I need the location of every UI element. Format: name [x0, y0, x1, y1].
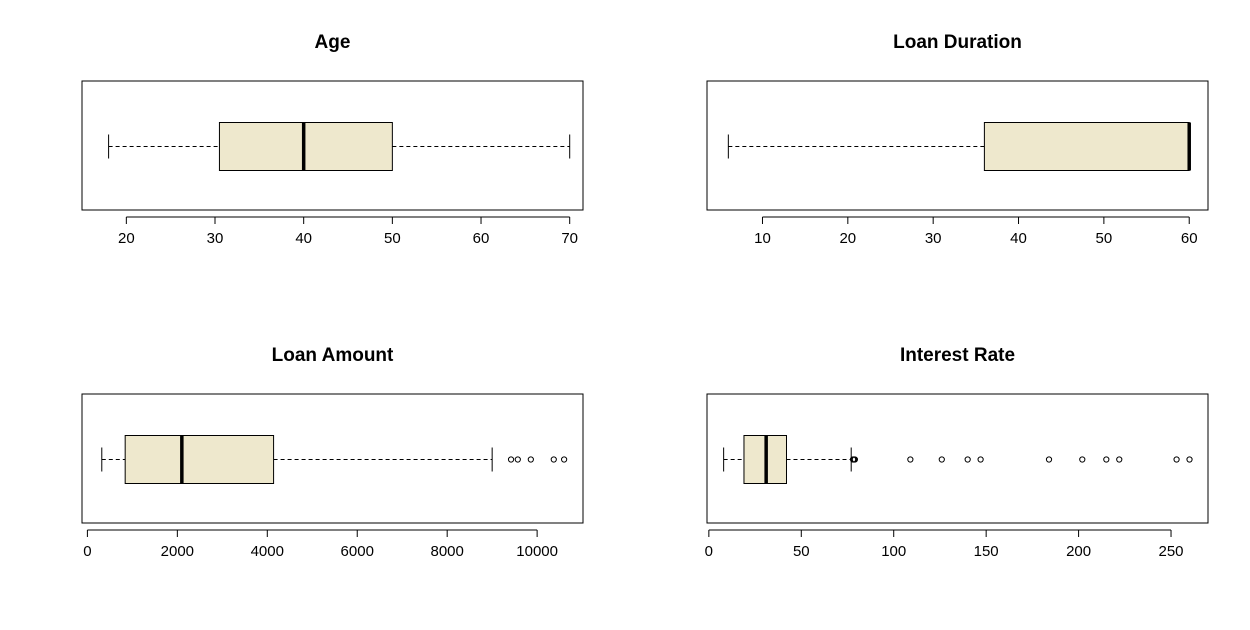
x-tick-label: 20 [839, 230, 856, 247]
outlier-point [1186, 456, 1193, 463]
x-tick-label: 10000 [516, 543, 558, 560]
outlier-point [1173, 456, 1180, 463]
outlier-point [907, 456, 914, 463]
iqr-box [218, 122, 393, 171]
outlier-point [561, 456, 568, 463]
x-tick-label: 60 [1181, 230, 1198, 247]
outlier-point [1079, 456, 1086, 463]
x-tick-label: 30 [207, 230, 224, 247]
outlier-point [1103, 456, 1110, 463]
panel-title: Interest Rate [900, 345, 1015, 366]
panel-0: Age 20 30 40 50 60 70 [81, 32, 584, 247]
x-tick-label: 70 [561, 230, 578, 247]
plot-frame [706, 393, 1209, 524]
x-tick-label: 50 [384, 230, 401, 247]
outlier-point [964, 456, 971, 463]
x-tick-label: 8000 [430, 543, 463, 560]
plot-frame [81, 393, 584, 524]
x-tick-label: 2000 [161, 543, 194, 560]
x-tick-label: 30 [925, 230, 942, 247]
outlier-point [851, 456, 858, 463]
x-tick-label: 60 [473, 230, 490, 247]
outlier-point [977, 456, 984, 463]
outlier-point [527, 456, 534, 463]
panel-title: Age [315, 32, 351, 53]
panel-title: Loan Duration [893, 32, 1022, 53]
x-tick-label: 0 [83, 543, 91, 560]
x-tick-label: 6000 [341, 543, 374, 560]
panel-1: Loan Duration 10 20 30 40 50 60 [706, 32, 1209, 247]
x-tick-label: 250 [1159, 543, 1184, 560]
outlier-point [514, 456, 521, 463]
plot-frame [706, 80, 1209, 211]
outlier-point [550, 456, 557, 463]
panel-3: Interest Rate 0 50 100 150 200 250 [705, 345, 1209, 560]
outlier-point [507, 456, 515, 463]
plot-frame [81, 80, 584, 211]
x-tick-label: 40 [1010, 230, 1027, 247]
panel-title: Loan Amount [272, 345, 394, 366]
outlier-point [1045, 456, 1053, 463]
x-tick-label: 4000 [251, 543, 284, 560]
x-tick-label: 50 [1096, 230, 1113, 247]
iqr-box [983, 122, 1190, 171]
x-tick-label: 20 [118, 230, 135, 247]
outlier-point [1116, 456, 1123, 463]
x-tick-label: 100 [881, 543, 906, 560]
x-tick-label: 0 [705, 543, 713, 560]
x-tick-label: 10 [754, 230, 771, 247]
x-tick-label: 50 [793, 543, 810, 560]
iqr-box [124, 435, 275, 484]
panel-2: Loan Amount 0 2000 4000 6000 8000 10000 [81, 345, 584, 560]
x-tick-label: 150 [974, 543, 999, 560]
x-tick-label: 40 [295, 230, 312, 247]
x-tick-label: 200 [1066, 543, 1091, 560]
outlier-point [938, 456, 945, 463]
